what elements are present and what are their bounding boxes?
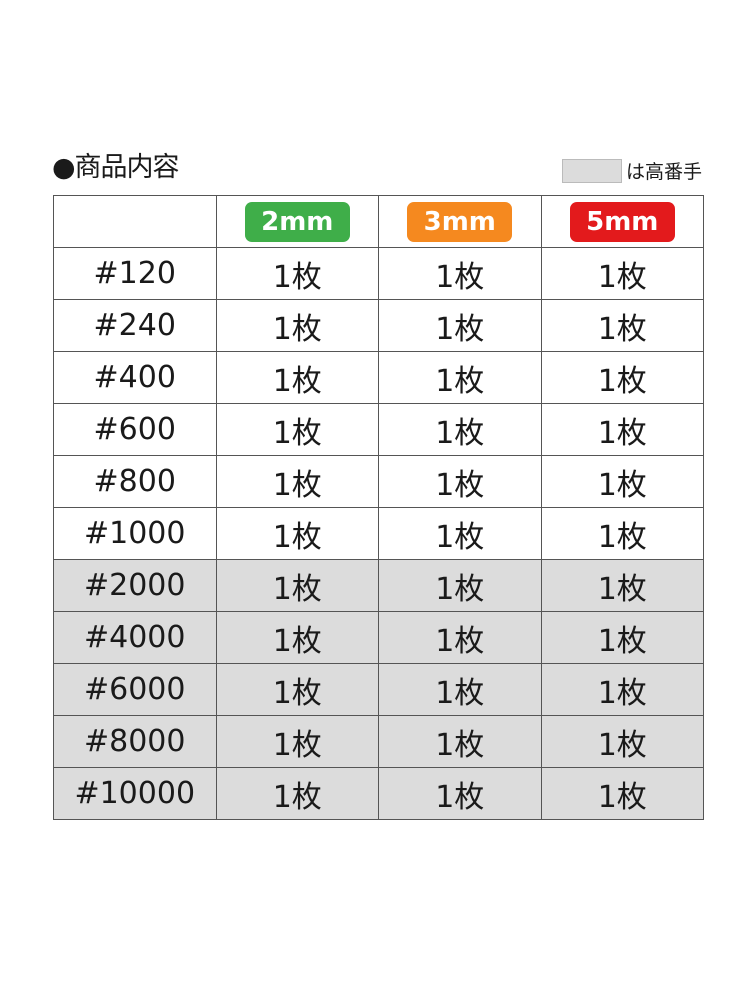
quantity-cell: 1枚 (540, 455, 704, 508)
table-row: #1000 1枚 1枚 1枚 (53, 507, 704, 560)
product-contents-table: 2mm 3mm 5mm #120 1枚 1枚 1枚 #240 1枚 1枚 1枚 #400 1枚 1枚… (53, 195, 704, 820)
quantity-cell: 1枚 (378, 559, 542, 612)
table-row: #10000 1枚 1枚 1枚 (53, 767, 704, 820)
grit-cell: #1000 (53, 507, 217, 560)
quantity-cell: 1枚 (540, 351, 704, 404)
table-row: #800 1枚 1枚 1枚 (53, 455, 704, 508)
thickness-badge-2mm: 2mm (244, 201, 350, 242)
table-row: #4000 1枚 1枚 1枚 (53, 611, 704, 664)
legend-label: は高番手 (625, 161, 702, 183)
thickness-badge-5mm: 5mm (569, 201, 675, 242)
quantity-cell: 1枚 (540, 559, 704, 612)
grit-cell: #240 (53, 299, 217, 352)
page-title: ●商品内容 (52, 152, 180, 183)
quantity-cell: 1枚 (215, 559, 379, 612)
quantity-cell: 1枚 (540, 247, 704, 300)
quantity-cell: 1枚 (378, 663, 542, 716)
table-row: #400 1枚 1枚 1枚 (53, 351, 704, 404)
quantity-cell: 1枚 (378, 247, 542, 300)
table-row: #240 1枚 1枚 1枚 (53, 299, 704, 352)
quantity-cell: 1枚 (215, 455, 379, 508)
quantity-cell: 1枚 (378, 351, 542, 404)
quantity-cell: 1枚 (378, 715, 542, 768)
table-row: #8000 1枚 1枚 1枚 (53, 715, 704, 768)
quantity-cell: 1枚 (215, 663, 379, 716)
quantity-cell: 1枚 (540, 299, 704, 352)
legend-swatch (561, 158, 622, 183)
quantity-cell: 1枚 (215, 299, 379, 352)
quantity-cell: 1枚 (378, 299, 542, 352)
quantity-cell: 1枚 (378, 403, 542, 456)
quantity-cell: 1枚 (378, 507, 542, 560)
quantity-cell: 1枚 (540, 611, 704, 664)
quantity-cell: 1枚 (215, 507, 379, 560)
grit-cell: #800 (53, 455, 217, 508)
table-row: #6000 1枚 1枚 1枚 (53, 663, 704, 716)
quantity-cell: 1枚 (540, 663, 704, 716)
header-cell: 3mm (378, 195, 542, 248)
quantity-cell: 1枚 (215, 351, 379, 404)
header-row: 2mm 3mm 5mm (53, 195, 704, 248)
grit-cell: #10000 (53, 767, 217, 820)
quantity-cell: 1枚 (540, 403, 704, 456)
grit-cell: #600 (53, 403, 217, 456)
quantity-cell: 1枚 (215, 611, 379, 664)
thickness-badge-3mm: 3mm (407, 201, 513, 242)
grit-cell: #8000 (53, 715, 217, 768)
quantity-cell: 1枚 (378, 767, 542, 820)
quantity-cell: 1枚 (378, 611, 542, 664)
table-row: #600 1枚 1枚 1枚 (53, 403, 704, 456)
quantity-cell: 1枚 (215, 767, 379, 820)
grit-cell: #6000 (53, 663, 217, 716)
quantity-cell: 1枚 (540, 767, 704, 820)
quantity-cell: 1枚 (378, 455, 542, 508)
table-row: #120 1枚 1枚 1枚 (53, 247, 704, 300)
legend: は高番手 (561, 157, 702, 184)
grit-cell: #120 (53, 247, 217, 300)
header-cell: 5mm (540, 195, 704, 248)
table-row: #2000 1枚 1枚 1枚 (53, 559, 704, 612)
header-empty-cell (53, 195, 217, 248)
quantity-cell: 1枚 (540, 507, 704, 560)
grit-cell: #400 (53, 351, 217, 404)
quantity-cell: 1枚 (215, 247, 379, 300)
quantity-cell: 1枚 (215, 715, 379, 768)
header-cell: 2mm (215, 195, 379, 248)
grit-cell: #4000 (53, 611, 217, 664)
grit-cell: #2000 (53, 559, 217, 612)
quantity-cell: 1枚 (215, 403, 379, 456)
quantity-cell: 1枚 (540, 715, 704, 768)
